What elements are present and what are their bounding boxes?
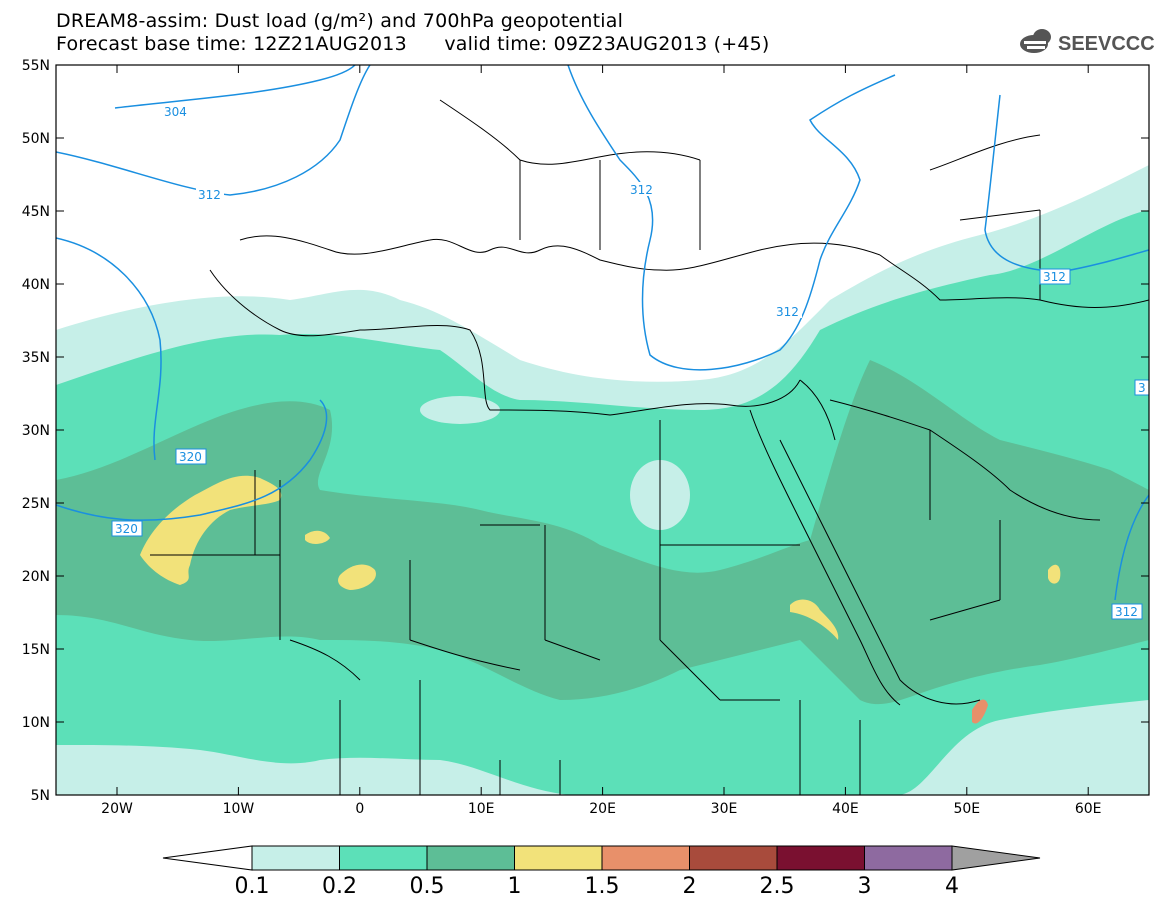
contour-label-312: 312 [1043,270,1066,284]
lat-label: 55N [22,58,50,74]
colorbar: 0.1 0.2 0.5 1 1.5 2 2.5 3 4 [162,845,1041,899]
contour-label-312: 312 [1115,605,1138,619]
colorbar-high-arrow [951,845,1041,871]
colorbar-low-arrow [162,845,253,871]
lon-label: 30E [711,801,738,817]
dust-level-1-patch [790,599,839,640]
dust-level-1-patch [1048,564,1061,584]
colorbar-swatch [776,845,865,871]
lon-label: 10E [468,801,495,817]
logo-text: SEEVCCC [1058,33,1154,55]
contour-labels: 304 312 312 312 312 312 320 320 3 [111,104,1150,620]
lon-label: 50E [953,801,980,817]
chart-title: DREAM8-assim: Dust load (g/m²) and 700hP… [56,10,624,32]
lat-label: 30N [22,423,50,439]
lat-label: 10N [22,715,50,731]
contour-label-320: 320 [115,522,138,536]
lat-label: 45N [22,204,50,220]
lat-label: 50N [22,131,50,147]
lat-label: 35N [22,350,50,366]
colorbar-swatch [251,845,340,871]
cloud-logo-icon [1020,29,1051,53]
forecast-times: Forecast base time: 12Z21AUG2013 valid t… [56,33,770,55]
lon-label: 10W [223,801,255,817]
colorbar-swatch [339,845,428,871]
colorbar-label: 2 [683,874,697,899]
seevccc-logo: SEEVCCC [1020,29,1154,55]
colorbar-label: 0.5 [410,874,445,899]
colorbar-swatch [689,845,778,871]
contour-label-304: 304 [164,105,187,119]
lon-label: 20E [589,801,616,817]
lon-label: 40E [832,801,859,817]
colorbar-label: 4 [945,874,959,899]
contour-label-320: 320 [179,450,202,464]
contour-label-312: 312 [630,183,653,197]
colorbar-swatch [426,845,515,871]
colorbar-swatch [864,845,953,871]
longitude-axis: 20W 10W 0 10E 20E 30E 40E 50E 60E [101,65,1102,817]
lat-label: 25N [22,496,50,512]
lat-label: 20N [22,569,50,585]
lat-label: 5N [31,788,50,804]
geopotential-contours [56,65,1149,601]
latitude-axis: 55N 50N 45N 40N 35N 30N 25N 20N 15N 10N 5N [22,58,1149,804]
country-borders [150,99,1149,795]
contour-label-312: 312 [198,188,221,202]
dust-fields [56,165,1149,795]
dust-level-0.5-region [56,360,1149,705]
contour-label-partial: 3 [1138,381,1146,395]
lon-label: 20W [101,801,133,817]
dust-level-1-patch [338,564,376,590]
contour-label-312: 312 [776,305,799,319]
colorbar-label: 3 [858,874,872,899]
colorbar-label: 2.5 [760,874,795,899]
lat-label: 40N [22,277,50,293]
colorbar-label: 0.1 [235,874,270,899]
lon-label: 0 [355,801,364,817]
dust-level-0.1-patch [420,396,500,424]
lat-label: 15N [22,642,50,658]
colorbar-label: 1.5 [585,874,620,899]
colorbar-swatch [601,845,690,871]
colorbar-label: 1 [508,874,522,899]
colorbar-swatch [514,845,603,871]
colorbar-label: 0.2 [322,874,357,899]
dust-level-1.5-patch [972,699,988,724]
dust-level-1-patch [305,530,330,544]
lon-label: 60E [1075,801,1102,817]
